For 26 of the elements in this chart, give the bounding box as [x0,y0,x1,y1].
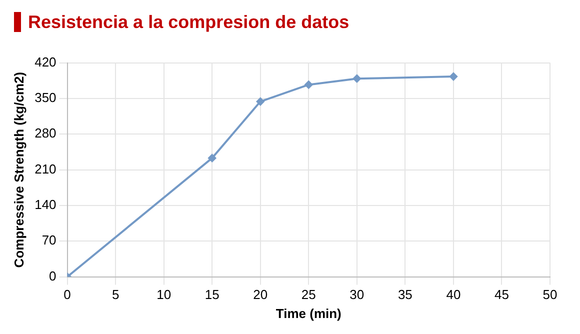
x-tick-label: 45 [494,287,509,302]
x-tick-label: 25 [301,287,316,302]
point [304,80,313,89]
chart-title: Resistencia a la compresion de datos [28,12,350,32]
y-tick-label: 140 [34,197,56,212]
y-tick-label: 280 [34,126,56,141]
x-tick-label: 10 [156,287,172,302]
x-axis-title: Time (min) [276,306,342,321]
x-tick-label: 15 [204,287,220,302]
point [449,72,458,81]
x-tick-label: 30 [350,287,364,302]
x-tick-label: 0 [64,287,71,302]
point [352,74,361,83]
point [256,98,264,106]
point [208,154,216,162]
x-tick-label: 20 [253,287,268,302]
y-tick-label: 350 [34,90,56,106]
x-tick-label: 50 [542,287,558,302]
x-tick-label: 35 [398,287,412,302]
y-tick-label: 0 [49,268,56,284]
x-tick-label: 40 [446,287,461,302]
y-tick-label: 70 [42,232,56,248]
y-tick-label: 420 [34,54,56,70]
y-axis-title: Compressive Strength (kg/cm2) [11,72,26,268]
y-tick-label: 210 [34,161,56,176]
x-tick-label: 5 [112,287,120,302]
